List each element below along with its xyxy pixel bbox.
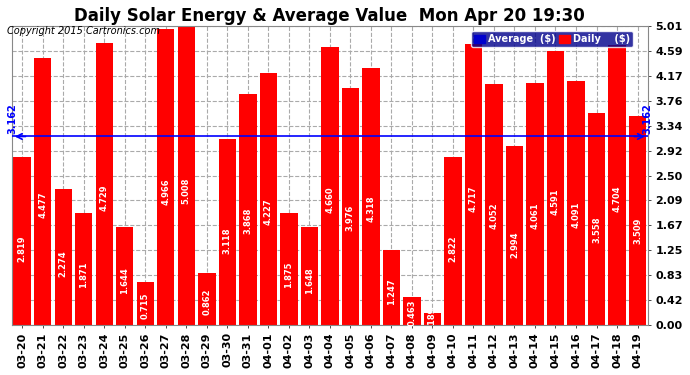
Legend: Average  ($), Daily    ($): Average ($), Daily ($)	[471, 32, 633, 47]
Bar	[157, 29, 175, 325]
Bar	[177, 27, 195, 325]
Text: 2.819: 2.819	[18, 236, 27, 262]
Bar	[259, 73, 277, 325]
Text: Copyright 2015 Cartronics.com: Copyright 2015 Cartronics.com	[7, 26, 160, 36]
Bar	[362, 68, 380, 325]
Text: 4.704: 4.704	[613, 185, 622, 212]
Text: 4.318: 4.318	[366, 196, 375, 222]
Text: 4.729: 4.729	[100, 185, 109, 211]
Text: 3.558: 3.558	[592, 216, 601, 243]
Bar	[444, 157, 462, 325]
Bar	[609, 45, 626, 325]
Text: 4.660: 4.660	[326, 186, 335, 213]
Text: 3.162: 3.162	[643, 103, 653, 134]
Bar	[55, 189, 72, 325]
Text: 4.717: 4.717	[469, 185, 478, 211]
Title: Daily Solar Energy & Average Value  Mon Apr 20 19:30: Daily Solar Energy & Average Value Mon A…	[75, 7, 585, 25]
Bar	[239, 94, 257, 325]
Bar	[588, 113, 605, 325]
Bar	[14, 157, 31, 325]
Bar	[137, 282, 154, 325]
Text: 1.648: 1.648	[305, 267, 314, 294]
Text: 1.875: 1.875	[284, 261, 293, 288]
Text: 2.274: 2.274	[59, 251, 68, 277]
Bar	[629, 116, 647, 325]
Text: 0.189: 0.189	[428, 306, 437, 333]
Bar	[403, 297, 421, 325]
Bar	[34, 58, 52, 325]
Text: 4.227: 4.227	[264, 198, 273, 225]
Text: 4.091: 4.091	[571, 202, 580, 228]
Text: 3.118: 3.118	[223, 228, 232, 254]
Bar	[506, 147, 523, 325]
Bar	[321, 47, 339, 325]
Text: 4.061: 4.061	[531, 202, 540, 229]
Bar	[485, 84, 503, 325]
Bar	[280, 213, 297, 325]
Text: 3.868: 3.868	[244, 208, 253, 234]
Bar	[465, 44, 482, 325]
Bar	[75, 213, 92, 325]
Text: 1.247: 1.247	[387, 278, 396, 304]
Bar	[383, 251, 400, 325]
Text: 0.463: 0.463	[407, 299, 416, 326]
Text: 4.052: 4.052	[489, 203, 498, 229]
Text: 0.862: 0.862	[202, 288, 211, 315]
Text: 3.162: 3.162	[7, 103, 17, 134]
Bar	[526, 83, 544, 325]
Bar	[301, 226, 318, 325]
Text: 3.509: 3.509	[633, 217, 642, 244]
Text: 5.008: 5.008	[181, 177, 191, 204]
Text: 2.994: 2.994	[510, 231, 519, 258]
Text: 4.477: 4.477	[38, 192, 47, 218]
Text: 1.644: 1.644	[120, 267, 129, 294]
Bar	[424, 314, 441, 325]
Text: 4.591: 4.591	[551, 188, 560, 215]
Text: 0.715: 0.715	[141, 292, 150, 319]
Bar	[198, 273, 215, 325]
Text: 1.871: 1.871	[79, 261, 88, 288]
Text: 4.966: 4.966	[161, 178, 170, 205]
Bar	[567, 81, 584, 325]
Bar	[95, 43, 113, 325]
Text: 2.822: 2.822	[448, 236, 457, 262]
Bar	[219, 139, 236, 325]
Bar	[546, 51, 564, 325]
Text: 3.976: 3.976	[346, 205, 355, 231]
Bar	[116, 227, 133, 325]
Bar	[342, 88, 359, 325]
